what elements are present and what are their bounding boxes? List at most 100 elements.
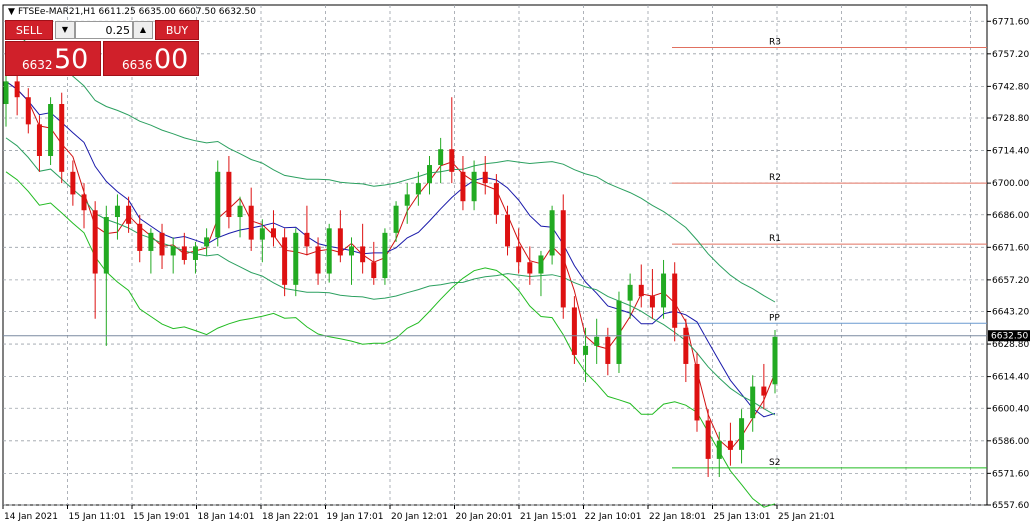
candle-body [248, 205, 254, 240]
y-tick-label: 6714.40 [992, 147, 1029, 157]
sell-button[interactable]: SELL [5, 20, 53, 40]
candle-body [404, 194, 410, 206]
candles [3, 65, 778, 477]
sell-price-button[interactable]: 6632 50 [5, 41, 101, 76]
candle-body [304, 232, 310, 247]
y-tick-label: 6600.40 [992, 404, 1029, 414]
buy-price-big: 00 [154, 44, 189, 75]
candle-body [516, 246, 522, 263]
buy-price-button[interactable]: 6636 00 [103, 41, 199, 76]
candle-body [739, 418, 745, 450]
candle-body [293, 232, 299, 285]
candle-body [538, 255, 544, 274]
pivot-label: R1 [769, 234, 781, 244]
candle-body [460, 171, 466, 202]
candle-body [170, 246, 176, 256]
buy-price-prefix: 6636 [122, 58, 153, 72]
candle-body [661, 273, 667, 308]
candle-body [70, 171, 76, 195]
pivot-label: R2 [769, 173, 781, 183]
time-axis: 14 Jan 2021 15 Jan 11:01 15 Jan 19:01 18 Ja… [2, 505, 835, 522]
price-axis: 6771.60 6757.20 6742.80 6728.80 6714.40 6700.… [987, 17, 1029, 511]
candle-body [192, 246, 198, 260]
lot-decrease-button[interactable]: ▼ [55, 21, 75, 39]
buy-button[interactable]: BUY [155, 20, 199, 40]
candle-body [583, 345, 589, 355]
y-tick-label: 6771.60 [992, 17, 1029, 27]
candle-body [482, 171, 488, 184]
pivot-label: R3 [769, 37, 781, 47]
candle-body [427, 165, 433, 184]
candle-body [716, 440, 722, 459]
candle-body [382, 232, 388, 279]
candle-body [215, 171, 221, 238]
candle-body [25, 97, 31, 125]
candle-body [415, 183, 421, 195]
y-tick-label: 6571.60 [992, 469, 1029, 479]
symbol-info: FTSEe-MAR21,H1 6611.25 6635.00 6607.50 6… [18, 7, 256, 17]
x-tick-label: 19 Jan 17:01 [327, 512, 384, 522]
candle-body [683, 327, 689, 364]
fast-ma-line [5, 80, 776, 451]
candle-body [727, 440, 733, 450]
candle-body [371, 262, 377, 279]
candle-body [48, 104, 54, 156]
candle-body [393, 205, 399, 233]
candle-body [59, 104, 65, 172]
lot-increase-button[interactable]: ▲ [133, 21, 153, 39]
candle-body [315, 246, 321, 274]
candle-body [226, 171, 232, 218]
y-tick-label: 6742.80 [992, 82, 1029, 92]
triangle-down-icon: ▼ [61, 25, 69, 34]
triangle-up-icon: ▲ [139, 25, 147, 34]
candle-body [772, 336, 778, 385]
candle-body [348, 246, 354, 256]
candle-body [750, 386, 756, 419]
lower-band-line [5, 137, 776, 416]
x-tick-label: 15 Jan 19:01 [133, 512, 190, 522]
header-info: ▼ FTSEe-MAR21,H1 6611.25 6635.00 6607.50… [8, 7, 256, 17]
pivot-levels: R3 R2 R1 PP S2 [672, 37, 987, 469]
x-tick-label: 22 Jan 10:01 [585, 512, 642, 522]
candle-body [137, 223, 143, 251]
y-tick-label: 6700.00 [992, 179, 1029, 189]
x-tick-label: 25 Jan 21:01 [778, 512, 835, 522]
candle-body [337, 228, 343, 256]
lot-size-input[interactable] [75, 21, 133, 39]
x-tick-label: 21 Jan 15:01 [520, 512, 577, 522]
candle-body [204, 237, 210, 247]
x-tick-label: 18 Jan 14:01 [198, 512, 255, 522]
candle-body [672, 273, 678, 328]
slow-ma-line [5, 80, 776, 418]
x-tick-label: 22 Jan 18:01 [649, 512, 706, 522]
y-tick-label: 6643.20 [992, 308, 1029, 318]
y-tick-label: 6614.40 [992, 373, 1029, 383]
last-price-label: 6632.50 [991, 332, 1028, 342]
y-tick-label: 6686.00 [992, 211, 1029, 221]
symbol-triangle-icon: ▼ [8, 7, 15, 17]
plot-area-border [2, 4, 988, 506]
candle-body [449, 149, 455, 172]
sell-price-big: 50 [54, 44, 89, 75]
candle-body [159, 232, 165, 256]
x-tick-label: 25 Jan 13:01 [714, 512, 771, 522]
y-tick-label: 6628.80 [992, 340, 1029, 350]
candle-body [36, 124, 42, 156]
upper-band-line [5, 24, 776, 303]
candle-body [549, 210, 555, 256]
candle-body [594, 336, 600, 346]
candle-body [471, 171, 477, 202]
candle-body [493, 183, 499, 215]
candle-body [705, 420, 711, 459]
candle-body [270, 228, 276, 238]
candle-body [438, 149, 444, 166]
last-price-box [988, 330, 1030, 342]
candle-body [627, 284, 633, 301]
x-tick-label: 14 Jan 2021 [4, 512, 58, 522]
candle-body [605, 336, 611, 364]
y-tick-label: 6657.20 [992, 276, 1029, 286]
candle-body [571, 307, 577, 355]
candle-body [14, 81, 20, 98]
